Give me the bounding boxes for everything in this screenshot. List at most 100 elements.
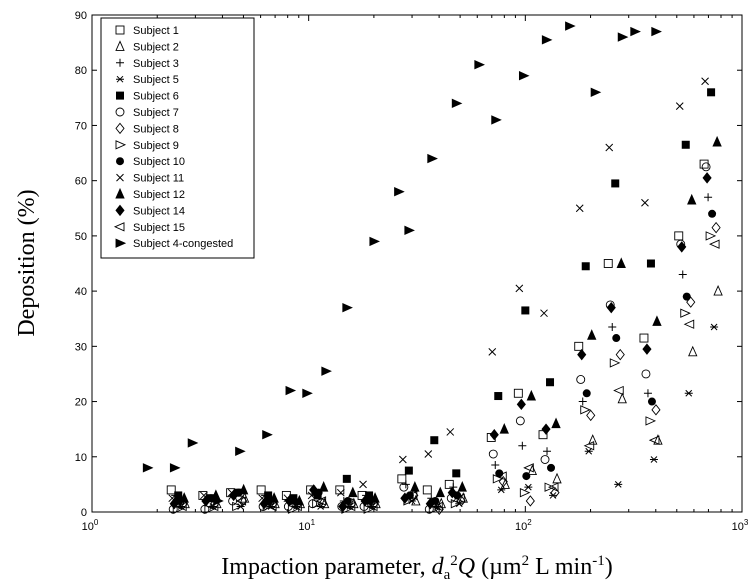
x-tick-label-exp: 3 — [744, 518, 749, 527]
x-axis-title-units-sup1: 2 — [522, 553, 530, 569]
data-point — [707, 88, 716, 97]
data-point — [425, 497, 435, 510]
data-point — [641, 198, 649, 207]
data-point — [176, 501, 187, 512]
data-point — [541, 35, 553, 45]
data-point — [649, 456, 658, 463]
data-point — [710, 323, 719, 331]
data-point — [711, 221, 721, 234]
y-tick-label: 90 — [75, 10, 87, 22]
data-point — [615, 348, 625, 361]
data-point — [285, 385, 297, 396]
x-axis-title-d-sup: 2 — [450, 553, 458, 569]
data-point — [172, 504, 184, 514]
data-point — [609, 358, 621, 368]
y-axis-title: Deposition (%) — [14, 189, 40, 336]
data-point — [708, 239, 720, 249]
y-tick-label: 70 — [75, 120, 87, 132]
data-point — [603, 259, 613, 268]
data-point — [608, 323, 617, 332]
y-tick-label: 10 — [75, 452, 87, 464]
x-tick-label-exp: 0 — [94, 518, 99, 527]
data-point — [590, 87, 602, 98]
data-point — [491, 115, 502, 125]
data-point — [495, 469, 504, 478]
legend-label: Subject 8 — [133, 123, 179, 135]
legend-label: Subject 5 — [133, 74, 179, 86]
x-tick-label-base: 10 — [298, 521, 310, 533]
series-subject-10 — [175, 209, 717, 505]
legend-marker — [116, 173, 124, 182]
legend-marker — [115, 238, 127, 248]
data-point — [612, 334, 621, 343]
legend-label: Subject 4-congested — [133, 238, 233, 250]
x-tick-label-base: 10 — [515, 521, 527, 533]
data-point — [430, 436, 439, 445]
data-point — [518, 441, 527, 450]
data-point — [581, 262, 590, 271]
legend-marker — [113, 222, 125, 232]
series-subject-4-congested — [142, 21, 662, 506]
data-point — [552, 472, 562, 484]
x-axis-title: Impaction parameter, da2Q (µm2 L min-1) — [221, 553, 612, 583]
data-point — [513, 388, 523, 398]
data-point — [686, 296, 696, 308]
series-subject-15 — [176, 239, 720, 512]
data-point — [588, 434, 598, 445]
data-point — [687, 193, 697, 205]
legend-marker — [115, 40, 125, 51]
data-point — [204, 504, 215, 514]
x-tick-label: 101 — [298, 518, 315, 533]
data-point — [586, 409, 596, 422]
legend-label: Subject 14 — [133, 205, 185, 217]
data-point — [616, 257, 626, 268]
data-point — [235, 496, 247, 506]
series-subject-9 — [172, 231, 717, 514]
series-subject-5 — [177, 323, 719, 510]
legend-label: Subject 15 — [133, 222, 185, 234]
data-point — [645, 416, 657, 426]
data-point — [488, 348, 497, 356]
legend-marker — [116, 91, 124, 100]
data-point — [450, 499, 462, 509]
data-point — [674, 231, 684, 241]
data-point — [410, 481, 420, 492]
data-point — [712, 135, 722, 147]
data-point — [489, 428, 499, 441]
data-point — [500, 478, 510, 489]
x-tick-label-base: 10 — [732, 521, 744, 533]
data-point — [682, 292, 691, 301]
x-axis-title-units-mid: L min — [529, 554, 592, 580]
data-point — [684, 389, 693, 397]
x-tick-label: 102 — [515, 518, 532, 533]
data-point — [370, 492, 380, 503]
data-point — [365, 491, 374, 500]
data-point — [702, 172, 712, 184]
data-point — [617, 392, 627, 404]
data-point — [427, 153, 438, 164]
data-point — [582, 389, 591, 398]
x-axis-title-units-close: ) — [605, 554, 613, 580]
data-point — [474, 60, 485, 70]
data-point — [525, 495, 535, 507]
data-point — [540, 455, 550, 464]
data-point — [447, 486, 457, 499]
data-point — [547, 482, 559, 492]
data-point — [266, 501, 277, 512]
data-point — [336, 488, 345, 497]
legend-label: Subject 3 — [133, 58, 179, 70]
data-point — [584, 447, 593, 455]
x-tick-label: 100 — [82, 518, 99, 533]
data-point — [302, 388, 313, 398]
plot-frame — [91, 14, 743, 513]
data-point — [651, 404, 661, 416]
data-point — [499, 423, 509, 434]
legend-label: Subject 6 — [133, 91, 179, 103]
legend-marker — [115, 204, 125, 217]
data-point — [643, 389, 652, 398]
data-point — [232, 501, 243, 512]
data-point — [312, 499, 323, 509]
legend-marker — [116, 58, 124, 67]
